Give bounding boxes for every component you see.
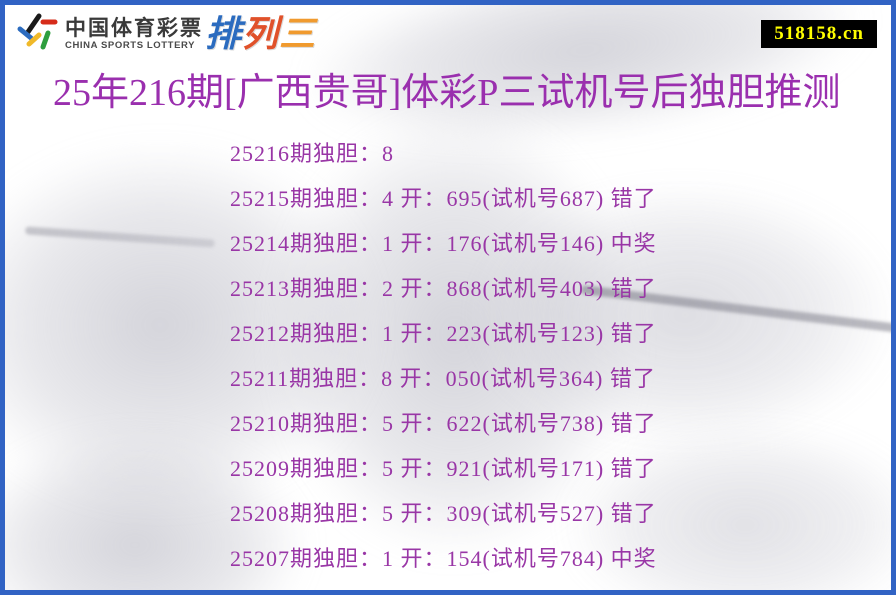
prediction-row: 25213期独胆：2 开：868(试机号403) 错了 <box>230 276 657 301</box>
brand-pailie3: 排列三 <box>205 16 316 52</box>
prediction-list: 25216期独胆：8 25215期独胆：4 开：695(试机号687) 错了 2… <box>230 131 891 581</box>
sports-lottery-logo-icon <box>17 13 58 50</box>
logo-text: 中国体育彩票 CHINA SPORTS LOTTERY <box>65 17 203 51</box>
header-banner: 中国体育彩票 CHINA SPORTS LOTTERY 排列三 518158.c… <box>5 5 891 63</box>
logo-english-name: CHINA SPORTS LOTTERY <box>65 40 196 51</box>
brand-char: 列 <box>242 13 280 54</box>
brand-char: 三 <box>279 13 317 54</box>
logo-chinese-name: 中国体育彩票 <box>65 17 203 40</box>
prediction-row: 25216期独胆：8 <box>230 141 395 166</box>
prediction-row: 25212期独胆：1 开：223(试机号123) 错了 <box>230 321 657 346</box>
prediction-row: 25214期独胆：1 开：176(试机号146) 中奖 <box>230 231 657 256</box>
site-domain-badge: 518158.cn <box>761 20 877 48</box>
prediction-row: 25211期独胆：8 开：050(试机号364) 错了 <box>230 366 656 391</box>
watermark-stripe <box>24 226 216 248</box>
prediction-row: 25208期独胆：5 开：309(试机号527) 错了 <box>230 501 657 526</box>
brand-char: 排 <box>205 13 243 54</box>
page-title: 25年216期[广西贵哥]体彩P三试机号后独胆推测 <box>53 72 841 114</box>
prediction-row: 25210期独胆：5 开：622(试机号738) 错了 <box>230 411 657 436</box>
prediction-row: 25215期独胆：4 开：695(试机号687) 错了 <box>230 186 657 211</box>
prediction-row: 25207期独胆：1 开：154(试机号784) 中奖 <box>230 546 657 571</box>
prediction-row: 25209期独胆：5 开：921(试机号171) 错了 <box>230 456 657 481</box>
